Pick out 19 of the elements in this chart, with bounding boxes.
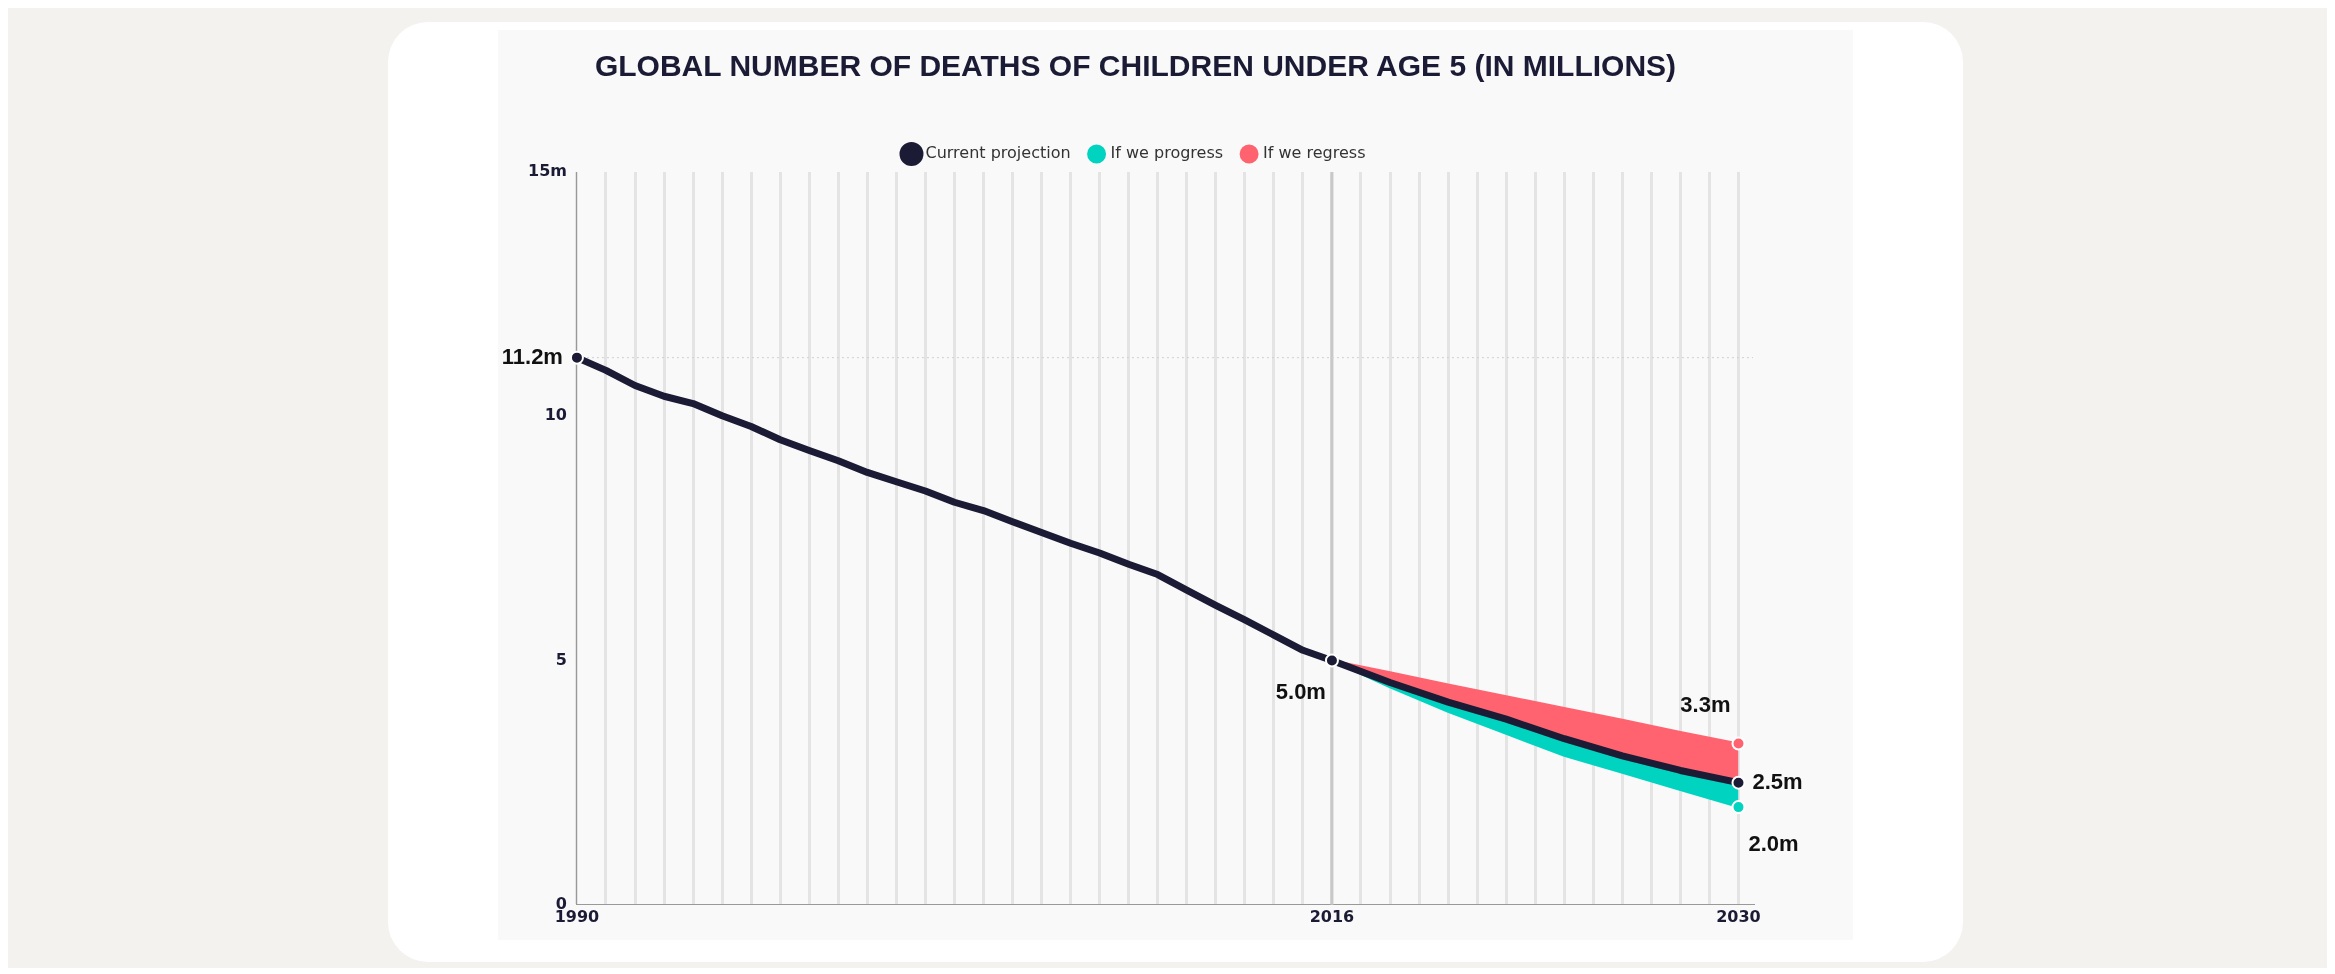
legend-label: If we progress xyxy=(1110,143,1224,163)
chart-title: GLOBAL NUMBER OF DEATHS OF CHILDREN UNDER AGE 5 (IN MILLIONS) xyxy=(594,49,1677,83)
x-tick-label: 2016 xyxy=(1309,906,1355,926)
annotation: 3.3m xyxy=(1680,691,1731,717)
y-tick-label: 5 xyxy=(555,649,567,669)
legend-label: Current projection xyxy=(925,143,1071,163)
point xyxy=(1324,653,1339,668)
point xyxy=(1731,775,1746,790)
point xyxy=(1731,736,1746,751)
annotation: 2.0m xyxy=(1748,831,1799,857)
point xyxy=(569,350,584,365)
y-tick-label: 15m xyxy=(528,161,567,181)
legend-label: If we regress xyxy=(1263,143,1366,163)
y-tick-label: 10 xyxy=(544,405,567,425)
annotation: 11.2m xyxy=(501,343,563,369)
annotation: 2.5m xyxy=(1752,768,1803,794)
x-tick-label: 2030 xyxy=(1716,906,1761,926)
annotation: 5.0m xyxy=(1275,678,1326,704)
point xyxy=(1731,800,1746,815)
